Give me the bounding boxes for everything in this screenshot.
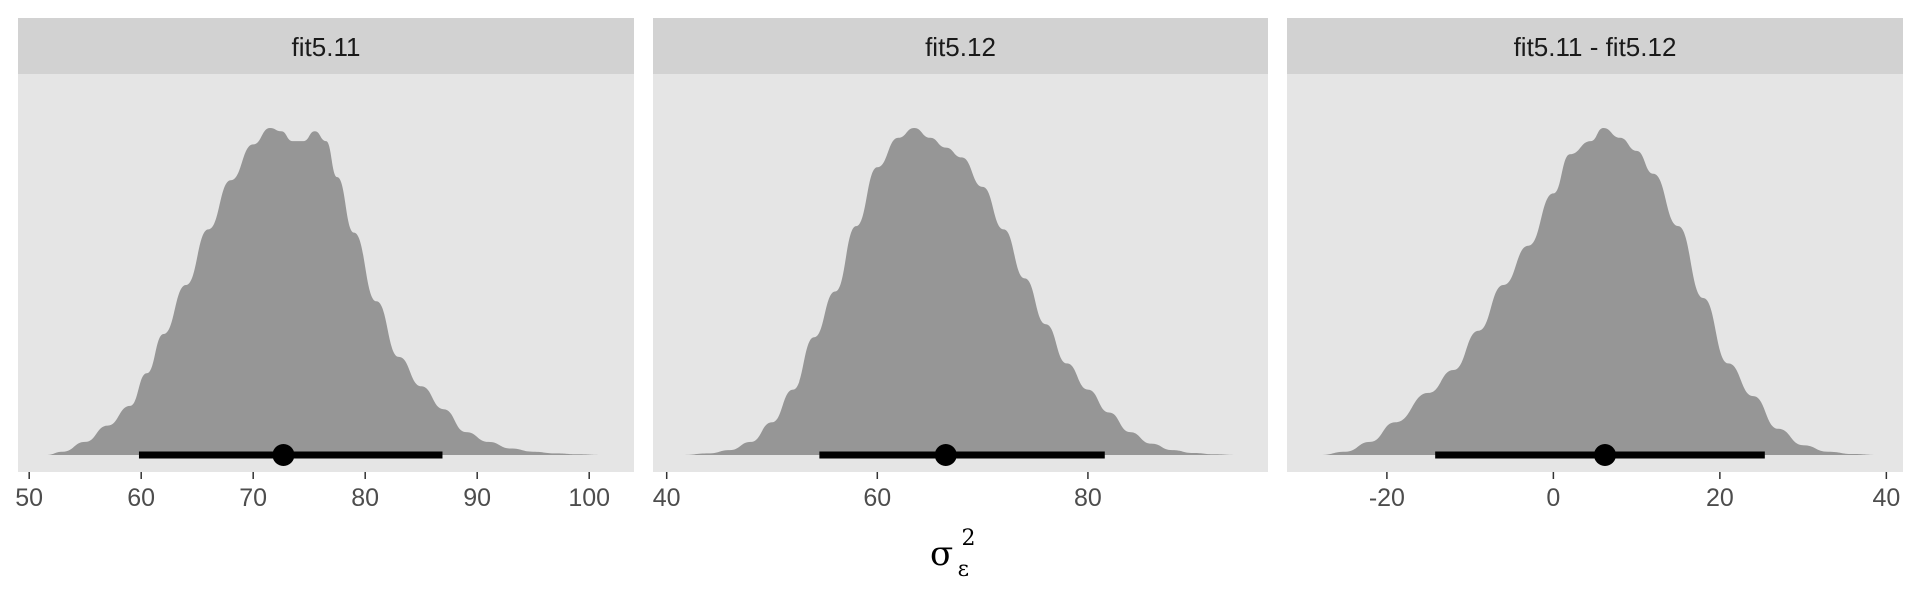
facet-strip xyxy=(653,18,1268,74)
point-estimate xyxy=(1593,444,1616,466)
x-tick-label: 90 xyxy=(463,484,491,512)
facet-panel: fit5.12 40 60 80 xyxy=(653,18,1268,512)
facet-panel: fit5.11 - fit5.12 -20 0 20 40 xyxy=(1287,18,1903,512)
x-tick-label: 80 xyxy=(1074,484,1102,512)
facet-title: fit5.12 xyxy=(925,32,996,62)
x-axis-label: σ ε 2 xyxy=(930,526,976,582)
facet-title: fit5.11 - fit5.12 xyxy=(1514,32,1677,62)
x-tick-label: 20 xyxy=(1706,484,1734,512)
x-tick-label: 70 xyxy=(239,484,267,512)
facet-strip xyxy=(1287,18,1903,74)
x-tick-label: 60 xyxy=(863,484,891,512)
x-tick-label: 60 xyxy=(127,484,155,512)
point-estimate xyxy=(272,444,295,466)
x-tick-label: 80 xyxy=(351,484,379,512)
x-axis-label-symbol: σ xyxy=(930,534,953,574)
point-estimate xyxy=(934,444,957,466)
x-tick-label: 100 xyxy=(568,484,610,512)
x-tick-label: 40 xyxy=(653,484,681,512)
density-area xyxy=(682,128,1236,455)
x-axis-label-superscript: 2 xyxy=(962,526,976,551)
density-area xyxy=(1320,128,1878,455)
x-tick-label: -20 xyxy=(1369,484,1405,512)
x-tick-label: 40 xyxy=(1872,484,1900,512)
facet-panel: fit5.11 50 60 70 80 90 100 xyxy=(15,18,634,512)
facet-title: fit5.11 xyxy=(292,32,361,62)
facet-strip xyxy=(18,18,634,74)
x-tick-label: 50 xyxy=(15,484,43,512)
x-tick-label: 0 xyxy=(1546,484,1560,512)
x-axis-label-subscript: ε xyxy=(958,557,969,582)
density-area xyxy=(46,128,601,455)
